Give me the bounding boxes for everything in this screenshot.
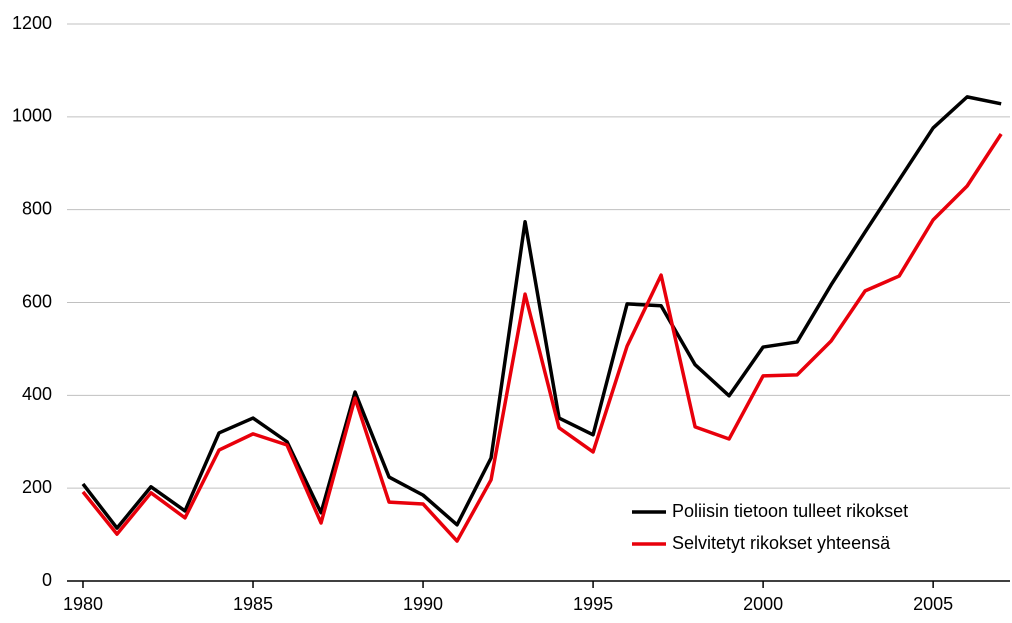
x-tick-label: 2000 <box>743 594 783 614</box>
y-tick-label: 600 <box>22 291 52 311</box>
legend-label: Poliisin tietoon tulleet rikokset <box>672 501 908 521</box>
series-line <box>81 95 1002 530</box>
x-tick-label: 1995 <box>573 594 613 614</box>
x-tick-label: 1980 <box>63 594 103 614</box>
y-tick-label: 800 <box>22 198 52 218</box>
y-tick-label: 1000 <box>12 106 52 126</box>
x-tick-label: 1990 <box>403 594 443 614</box>
legend-label: Selvitetyt rikokset yhteensä <box>672 533 891 553</box>
series-line <box>81 133 1003 543</box>
y-tick-label: 400 <box>22 384 52 404</box>
y-tick-label: 1200 <box>12 13 52 33</box>
x-tick-label: 1985 <box>233 594 273 614</box>
y-tick-label: 200 <box>22 477 52 497</box>
x-tick-label: 2005 <box>913 594 953 614</box>
y-tick-label: 0 <box>42 570 52 590</box>
